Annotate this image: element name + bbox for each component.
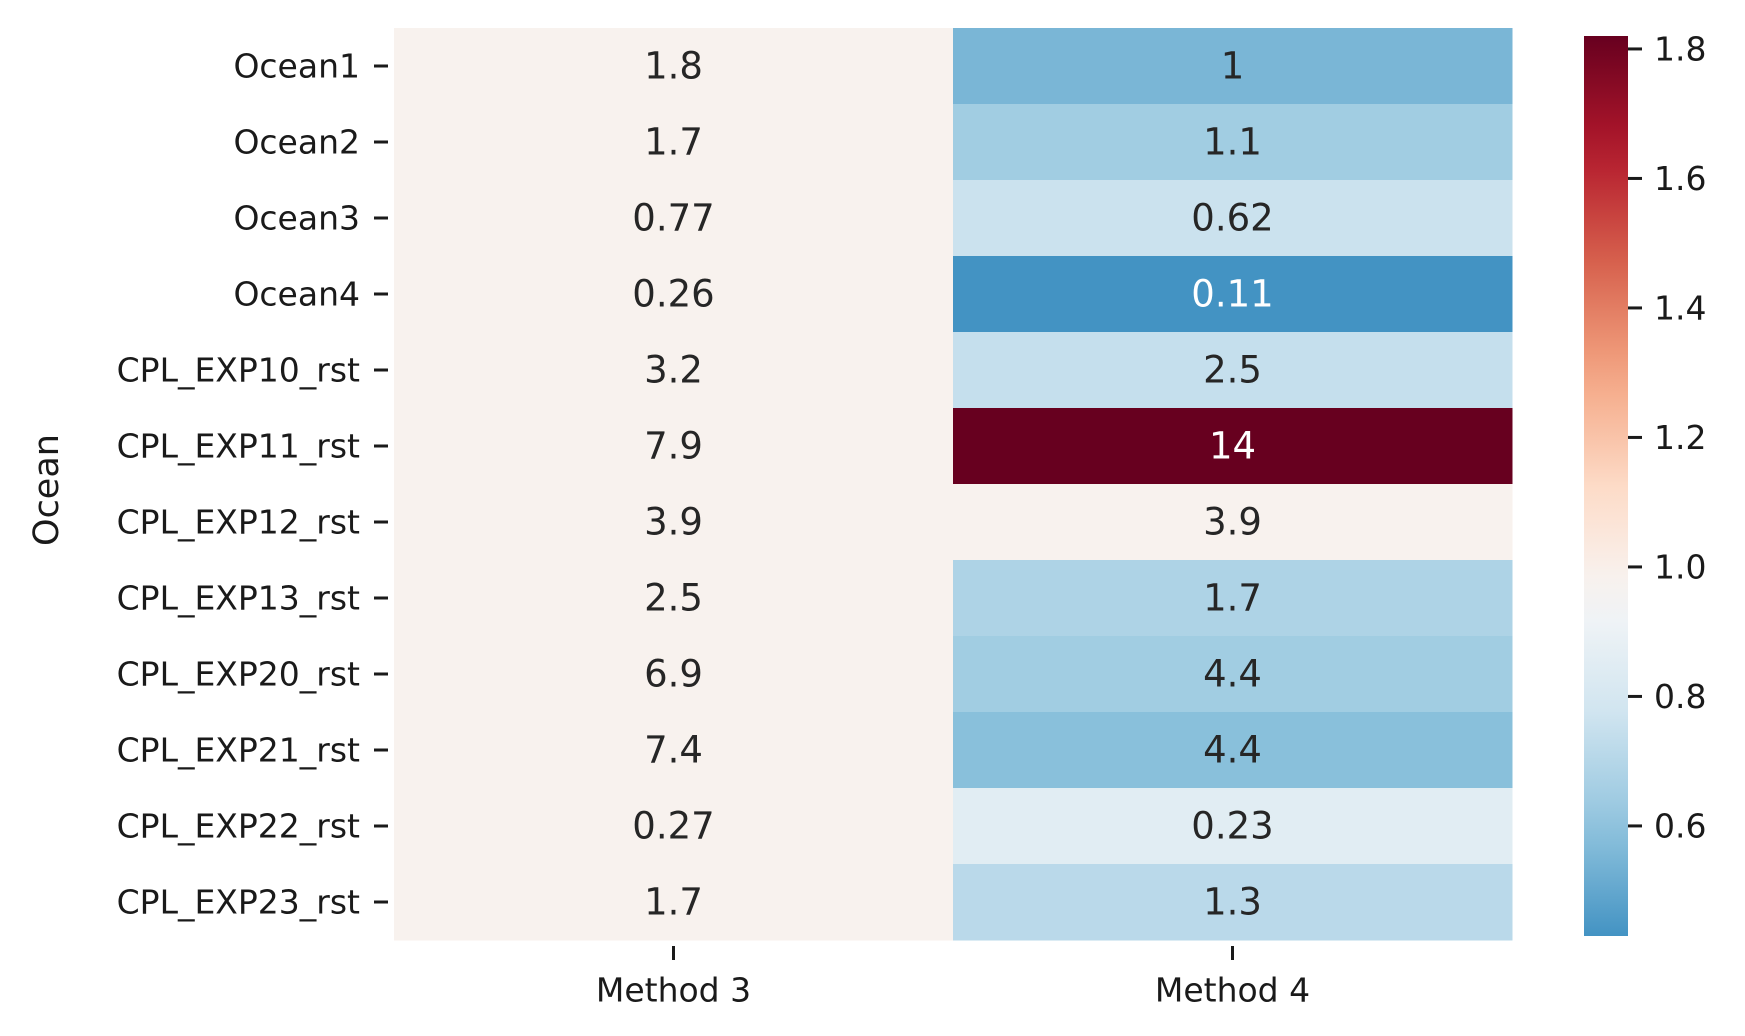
- heatmap-cell: [953, 864, 1513, 941]
- cell-annotation: 3.9: [1203, 501, 1262, 544]
- cell-annotation: 0.11: [1191, 273, 1273, 316]
- heatmap-cell: [953, 408, 1513, 485]
- heatmap-cell: [394, 104, 954, 181]
- cell-annotation: 1.7: [1203, 577, 1262, 620]
- colorbar-tick-label: 0.8: [1654, 677, 1706, 716]
- colorbar-tick-label: 1.2: [1654, 418, 1706, 457]
- heatmap-cell: [394, 864, 954, 941]
- y-tick-label: CPL_EXP12_rst: [117, 503, 360, 542]
- y-tick-label: Ocean2: [233, 123, 360, 162]
- x-tick-label: Method 4: [1155, 971, 1310, 1010]
- heatmap-cell: [953, 712, 1513, 789]
- colorbar-tick-label: 1.8: [1654, 29, 1706, 68]
- heatmap-cell: [953, 560, 1513, 637]
- heatmap-cell: [953, 180, 1513, 257]
- heatmap-cell: [953, 484, 1513, 561]
- heatmap-cell: [394, 28, 954, 105]
- colorbar: 0.6 0.8 1.0 1.2 1.4 1.6 1.8: [1584, 29, 1706, 936]
- cell-annotation: 0.62: [1191, 197, 1273, 240]
- colorbar-gradient: [1584, 36, 1628, 936]
- x-tick-label: Method 3: [596, 971, 751, 1010]
- heatmap-cell: [394, 256, 954, 333]
- heatmap-cell: [394, 408, 954, 485]
- heatmap-cell: [953, 28, 1513, 105]
- y-tick-label: CPL_EXP13_rst: [117, 579, 360, 618]
- cell-annotation: 4.4: [1203, 729, 1262, 772]
- heatmap-cell: [953, 636, 1513, 713]
- heatmap-cell: [953, 256, 1513, 333]
- heatmap-cell: [394, 712, 954, 789]
- cell-annotation: 1.1: [1203, 121, 1262, 164]
- cell-annotation: 7.9: [644, 425, 703, 468]
- y-tick-label: Ocean4: [233, 275, 360, 314]
- heatmap-cell: [953, 104, 1513, 181]
- heatmap-cells: [394, 28, 1513, 941]
- cell-annotation: 4.4: [1203, 653, 1262, 696]
- cell-annotation: 0.23: [1191, 805, 1273, 848]
- cell-annotation: 1: [1221, 45, 1245, 88]
- cell-annotation: 3.2: [644, 349, 703, 392]
- heatmap-cell: [953, 788, 1513, 865]
- y-tick-label: CPL_EXP10_rst: [117, 351, 360, 390]
- colorbar-tick-label: 1.6: [1654, 159, 1706, 198]
- cell-annotation: 1.3: [1203, 881, 1262, 924]
- colorbar-tick-label: 1.0: [1654, 547, 1706, 586]
- y-tick-label: CPL_EXP21_rst: [117, 731, 360, 770]
- cell-annotation: 6.9: [644, 653, 703, 696]
- y-axis: Ocean1 Ocean2 Ocean3 Ocean4 CPL_EXP10_rst CPL…: [117, 47, 388, 922]
- cell-annotation: 1.8: [644, 45, 703, 88]
- cell-annotations: 1.8 1 1.7 1.1 0.77 0.62 0.26 0.11 3.2 2.5 7.9 14 3.9…: [632, 45, 1273, 924]
- colorbar-ticks: 0.6 0.8 1.0 1.2 1.4 1.6 1.8: [1628, 29, 1706, 845]
- cell-annotation: 2.5: [644, 577, 703, 620]
- y-tick-label: Ocean3: [233, 199, 360, 238]
- cell-annotation: 7.4: [644, 729, 703, 772]
- cell-annotation: 0.77: [632, 197, 714, 240]
- y-tick-label: Ocean1: [233, 47, 360, 86]
- y-axis-label: Ocean: [27, 434, 67, 546]
- cell-annotation: 14: [1209, 425, 1256, 468]
- y-tick-label: CPL_EXP11_rst: [117, 427, 360, 466]
- cell-annotation: 0.27: [632, 805, 714, 848]
- heatmap-cell: [394, 560, 954, 637]
- heatmap-cell: [394, 180, 954, 257]
- y-tick-label: CPL_EXP20_rst: [117, 655, 360, 694]
- heatmap-cell: [394, 484, 954, 561]
- colorbar-tick-label: 0.6: [1654, 806, 1706, 845]
- y-tick-label: CPL_EXP23_rst: [117, 883, 360, 922]
- colorbar-tick-label: 1.4: [1654, 288, 1706, 327]
- x-axis: Method 3 Method 4: [596, 946, 1310, 1010]
- cell-annotation: 0.26: [632, 273, 714, 316]
- cell-annotation: 3.9: [644, 501, 703, 544]
- heatmap-cell: [394, 788, 954, 865]
- cell-annotation: 1.7: [644, 881, 703, 924]
- heatmap-cell: [394, 636, 954, 713]
- cell-annotation: 1.7: [644, 121, 703, 164]
- y-tick-label: CPL_EXP22_rst: [117, 807, 360, 846]
- cell-annotation: 2.5: [1203, 349, 1262, 392]
- heatmap-cell: [394, 332, 954, 409]
- heatmap-cell: [953, 332, 1513, 409]
